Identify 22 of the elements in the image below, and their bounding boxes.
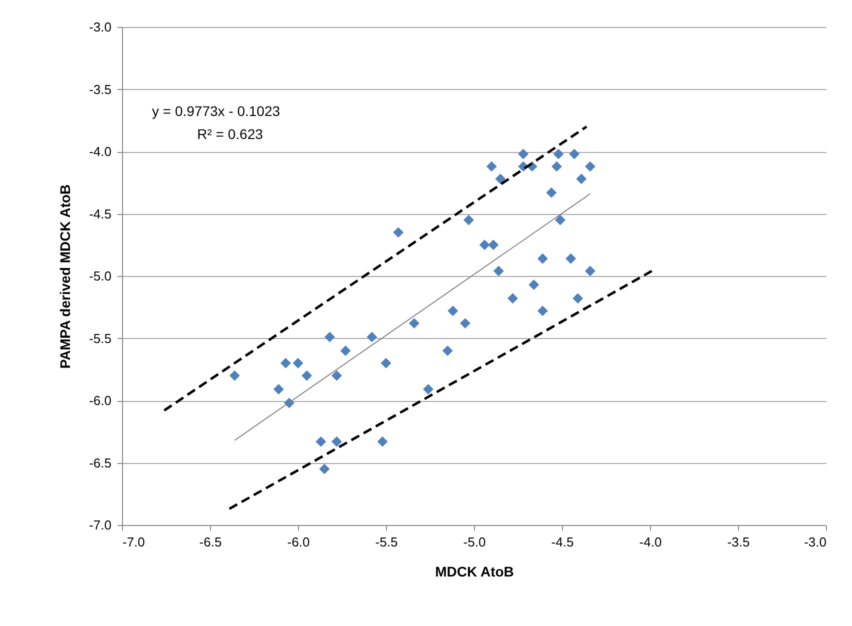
x-tick-label: -6.0 — [287, 534, 310, 550]
y-tick-label: -7.0 — [89, 518, 112, 532]
x-tick-label: -5.0 — [463, 534, 486, 550]
y-axis-title: PAMPA derived MDCK AtoB — [57, 184, 74, 369]
y-tick-label: -4.5 — [89, 206, 112, 222]
y-tick-label: -3.0 — [89, 20, 112, 34]
y-tick-label: -6.5 — [89, 455, 112, 470]
x-axis-title: MDCK AtoB — [435, 564, 514, 580]
y-tick-label: -4.0 — [89, 144, 112, 159]
x-tick-label: -3.0 — [804, 534, 826, 550]
x-tick-label: -6.5 — [199, 534, 222, 550]
x-tick-label: -4.5 — [551, 534, 574, 550]
y-tick-label: -5.5 — [89, 330, 112, 346]
y-tick-label: -6.0 — [89, 393, 112, 408]
x-tick-label: -5.5 — [375, 534, 398, 550]
x-tick-label: -4.0 — [639, 534, 662, 550]
x-tick-label: -3.5 — [727, 534, 750, 550]
y-tick-label: -3.5 — [89, 82, 112, 97]
annotation: y = 0.9773x - 0.1023 — [152, 103, 280, 119]
x-tick-label: -7.0 — [122, 534, 145, 550]
y-tick-label: -5.0 — [89, 268, 112, 284]
annotation: R² = 0.623 — [197, 126, 264, 142]
